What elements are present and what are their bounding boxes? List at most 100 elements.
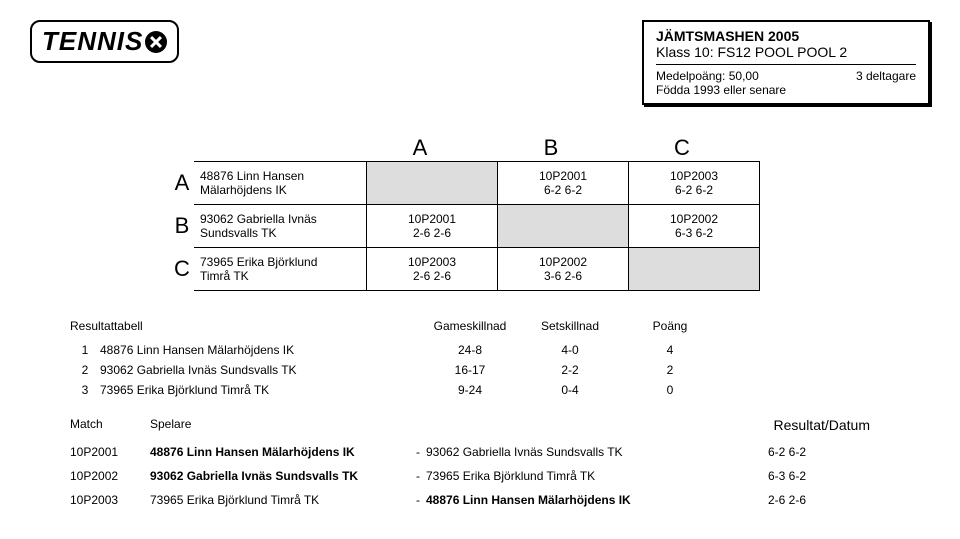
grid-cell: 10P20016-2 6-2 <box>497 161 628 204</box>
grid-row: C73965 Erika BjörklundTimrå TK10P20032-6… <box>170 247 930 291</box>
match-score: 6-2 6-2 <box>686 445 846 459</box>
results-col-games: Gameskillnad <box>420 319 520 333</box>
results-row: 373965 Erika Björklund Timrå TK9-240-40 <box>70 383 930 397</box>
grid-header-row: ABC <box>354 135 930 161</box>
results-rank: 3 <box>70 383 100 397</box>
match-score: 2-6 2-6 <box>686 493 846 507</box>
grid-player-name: 48876 Linn Hansen <box>200 169 360 183</box>
match-player1: 93062 Gabriella Ivnäs Sundsvalls TK <box>150 469 410 483</box>
match-player1: 48876 Linn Hansen Mälarhöjdens IK <box>150 445 410 459</box>
results-games: 9-24 <box>420 383 520 397</box>
header-participants: 3 deltagare <box>856 69 916 83</box>
match-player2: 48876 Linn Hansen Mälarhöjdens IK <box>426 493 686 507</box>
results-pts: 2 <box>620 363 720 377</box>
grid-cell <box>628 247 760 291</box>
grid-cell-score: 6-2 6-2 <box>675 183 713 197</box>
match-header: Match Spelare Resultat/Datum <box>70 417 930 433</box>
grid-player-cell: 73965 Erika BjörklundTimrå TK <box>194 247 366 291</box>
grid-cell-match-id: 10P2001 <box>539 169 587 183</box>
results-name: 73965 Erika Björklund Timrå TK <box>100 383 420 397</box>
grid-cell <box>366 161 497 204</box>
results-col-pts: Poäng <box>620 319 720 333</box>
results-section: Resultattabell Gameskillnad Setskillnad … <box>70 319 930 397</box>
logo: TENNIS <box>30 20 179 63</box>
grid-cell-score: 6-2 6-2 <box>544 183 582 197</box>
match-id: 10P2001 <box>70 445 150 459</box>
top-row: TENNIS JÄMTSMASHEN 2005 Klass 10: FS12 P… <box>30 20 930 105</box>
grid-cell: 10P20023-6 2-6 <box>497 247 628 291</box>
results-title: Resultattabell <box>70 319 420 333</box>
results-rank: 1 <box>70 343 100 357</box>
grid-cell-score: 6-3 6-2 <box>675 226 713 240</box>
match-row: 10P200148876 Linn Hansen Mälarhöjdens IK… <box>70 445 930 459</box>
match-player1: 73965 Erika Björklund Timrå TK <box>150 493 410 507</box>
grid-row-label: C <box>170 247 194 291</box>
grid-cell: 10P20032-6 2-6 <box>366 247 497 291</box>
results-sets: 2-2 <box>520 363 620 377</box>
match-player2: 93062 Gabriella Ivnäs Sundsvalls TK <box>426 445 686 459</box>
results-games: 16-17 <box>420 363 520 377</box>
results-col-sets: Setskillnad <box>520 319 620 333</box>
grid-player-name: 73965 Erika Björklund <box>200 255 360 269</box>
grid-row-label: B <box>170 204 194 247</box>
header-divider <box>656 64 916 65</box>
match-score: 6-3 6-2 <box>686 469 846 483</box>
match-id: 10P2003 <box>70 493 150 507</box>
match-player2: 73965 Erika Björklund Timrå TK <box>426 469 686 483</box>
grid-col-label: B <box>485 135 616 161</box>
results-name: 93062 Gabriella Ivnäs Sundsvalls TK <box>100 363 420 377</box>
match-col-id: Match <box>70 417 150 433</box>
grid-cell-match-id: 10P2003 <box>408 255 456 269</box>
match-section: Match Spelare Resultat/Datum 10P20014887… <box>70 417 930 507</box>
grid-col-label: C <box>616 135 747 161</box>
grid-row: A48876 Linn HansenMälarhöjdens IK10P2001… <box>170 161 930 204</box>
header-meta: Medelpoäng: 50,00 3 deltagare <box>656 69 916 83</box>
grid-cell: 10P20012-6 2-6 <box>366 204 497 247</box>
results-row: 148876 Linn Hansen Mälarhöjdens IK24-84-… <box>70 343 930 357</box>
results-pts: 4 <box>620 343 720 357</box>
grid-cell-match-id: 10P2002 <box>539 255 587 269</box>
grid-cell <box>497 204 628 247</box>
grid-cell-score: 2-6 2-6 <box>413 226 451 240</box>
header-box: JÄMTSMASHEN 2005 Klass 10: FS12 POOL POO… <box>642 20 930 105</box>
match-row: 10P200293062 Gabriella Ivnäs Sundsvalls … <box>70 469 930 483</box>
header-title: JÄMTSMASHEN 2005 <box>656 28 916 44</box>
results-sets: 0-4 <box>520 383 620 397</box>
grid-cell: 10P20026-3 6-2 <box>628 204 760 247</box>
grid-row-label: A <box>170 161 194 204</box>
grid-cell: 10P20036-2 6-2 <box>628 161 760 204</box>
grid-cell-match-id: 10P2002 <box>670 212 718 226</box>
pool-grid: ABC A48876 Linn HansenMälarhöjdens IK10P… <box>170 135 930 291</box>
grid-row: B93062 Gabriella IvnäsSundsvalls TK10P20… <box>170 204 930 247</box>
grid-player-name: 93062 Gabriella Ivnäs <box>200 212 360 226</box>
header-class: Klass 10: FS12 POOL POOL 2 <box>656 44 916 60</box>
results-rank: 2 <box>70 363 100 377</box>
results-sets: 4-0 <box>520 343 620 357</box>
grid-cell-score: 3-6 2-6 <box>544 269 582 283</box>
match-row: 10P200373965 Erika Björklund Timrå TK-48… <box>70 493 930 507</box>
results-pts: 0 <box>620 383 720 397</box>
grid-player-club: Timrå TK <box>200 269 360 283</box>
logo-text: TENNIS <box>42 26 167 57</box>
grid-player-cell: 93062 Gabriella IvnäsSundsvalls TK <box>194 204 366 247</box>
grid-col-label: A <box>354 135 485 161</box>
results-games: 24-8 <box>420 343 520 357</box>
results-row: 293062 Gabriella Ivnäs Sundsvalls TK16-1… <box>70 363 930 377</box>
match-col-players: Spelare <box>150 417 430 433</box>
header-avg: Medelpoäng: 50,00 <box>656 69 759 83</box>
grid-cell-match-id: 10P2001 <box>408 212 456 226</box>
match-dash: - <box>410 469 426 483</box>
header-born: Födda 1993 eller senare <box>656 83 916 97</box>
grid-player-cell: 48876 Linn HansenMälarhöjdens IK <box>194 161 366 204</box>
logo-text-label: TENNIS <box>42 26 143 57</box>
match-col-result: Resultat/Datum <box>430 417 930 433</box>
grid-player-club: Sundsvalls TK <box>200 226 360 240</box>
logo-x-icon <box>145 31 167 53</box>
results-name: 48876 Linn Hansen Mälarhöjdens IK <box>100 343 420 357</box>
grid-cell-match-id: 10P2003 <box>670 169 718 183</box>
grid-cell-score: 2-6 2-6 <box>413 269 451 283</box>
grid-player-club: Mälarhöjdens IK <box>200 183 360 197</box>
results-header: Resultattabell Gameskillnad Setskillnad … <box>70 319 930 333</box>
match-id: 10P2002 <box>70 469 150 483</box>
match-dash: - <box>410 493 426 507</box>
